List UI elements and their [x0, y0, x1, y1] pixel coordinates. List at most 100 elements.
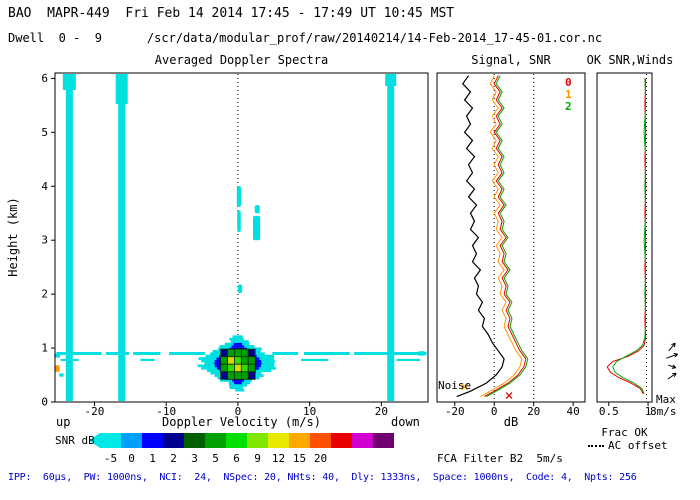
- echo-core-cell: [234, 356, 242, 365]
- spectra-blob-row: [232, 335, 243, 339]
- doppler-velocity-axis-label: Doppler Velocity (m/s): [162, 415, 321, 429]
- spectra-plot-title: Averaged Doppler Spectra: [154, 53, 329, 67]
- y-tick-label: 3: [41, 234, 48, 247]
- echo-core-cell: [227, 356, 235, 365]
- x-tick-label: 20: [375, 405, 388, 418]
- colorbar-label: SNR dB: [55, 434, 95, 447]
- colorbar-segment: [352, 433, 373, 448]
- noise-annotation: Noise: [438, 379, 472, 392]
- interference-band-cap: [62, 74, 76, 90]
- colorbar-segment: [163, 433, 184, 448]
- clutter-segment: [396, 358, 421, 362]
- echo-core-cell: [240, 371, 249, 380]
- colorbar-tick-label: 20: [314, 452, 327, 465]
- x-tick-label: 0: [235, 405, 242, 418]
- upper-echo: [237, 210, 241, 233]
- edge-echo: [418, 351, 425, 356]
- colorbar-segment: [100, 433, 121, 448]
- x-tick-label: 1: [645, 405, 652, 418]
- colorbar-tick-label: 2: [170, 452, 177, 465]
- header-title: BAO MAPR-449 Fri Feb 14 2014 17:45 - 17:…: [8, 6, 455, 21]
- clutter-segment: [133, 351, 161, 355]
- legend-receiver-1: 1: [565, 88, 572, 101]
- colorbar-tick-label: 5: [212, 452, 219, 465]
- echo-core-cell: [247, 371, 256, 380]
- acquisition-parameters: IPP: 60µs, PW: 1000ns, NCI: 24, NSpec: 2…: [8, 472, 637, 483]
- legend-receiver-0: 0: [565, 76, 572, 89]
- spectra-blob-row: [229, 386, 243, 390]
- echo-core-cell: [234, 371, 242, 380]
- colorbar-segment: [121, 433, 142, 448]
- ok-winds-plot-title: OK SNR,Winds: [586, 53, 674, 67]
- colorbar-segment: [310, 433, 331, 448]
- y-tick-label: 5: [41, 126, 48, 139]
- wind-max-value: 8m/s: [650, 405, 677, 418]
- legend-receiver-2: 2: [565, 100, 572, 113]
- colorbar-segment: [268, 433, 289, 448]
- plot-border: [54, 72, 429, 403]
- snr-curve: [486, 75, 529, 398]
- echo-core-cell: [234, 348, 242, 358]
- wind-barb: [667, 372, 677, 380]
- echo-core-cell: [240, 356, 249, 365]
- colorbar-segment: [226, 433, 247, 448]
- wind-max-label: Max: [656, 393, 676, 406]
- dotted-line-sample: [588, 445, 604, 447]
- edge-echo: [54, 353, 61, 358]
- echo-core-cell: [234, 363, 242, 373]
- clutter-segment: [60, 358, 79, 362]
- spectra-blob-row: [232, 379, 244, 382]
- down-direction-label: down: [391, 415, 420, 429]
- spectra-blob-row: [231, 345, 245, 348]
- colorbar-segment: [184, 433, 205, 448]
- clutter-segment: [140, 358, 155, 362]
- fca-filter-label: FCA Filter B2 5m/s: [437, 452, 563, 465]
- y-tick-label: 6: [41, 72, 48, 85]
- upper-echo: [254, 205, 260, 214]
- colorbar-segment: [247, 433, 268, 448]
- clutter-segment: [272, 351, 299, 355]
- ac-offset-label: AC offset: [608, 439, 668, 452]
- frac-ok-axis-label: Frac OK: [601, 426, 648, 439]
- interference-band-cap: [115, 74, 128, 104]
- echo-core-cell: [240, 348, 249, 358]
- snr-curve: [480, 75, 523, 398]
- height-axis-label: Height (km): [6, 197, 20, 277]
- interference-band-cap: [385, 74, 397, 86]
- ok-winds-panel: 0.5 1: [596, 72, 679, 418]
- y-tick-label: 1: [41, 342, 48, 355]
- upper-echo: [236, 186, 242, 207]
- y-tick-label: 4: [41, 180, 48, 193]
- clutter-segment: [301, 358, 329, 362]
- plot-border: [596, 72, 653, 403]
- frac-ok-curve: [612, 78, 647, 395]
- snr-curve: [484, 75, 527, 398]
- x-tick-label: 20: [527, 405, 540, 418]
- echo-core-cell: [220, 356, 228, 365]
- spectra-panel: 0 1 2 3 4 5 6 -20 -10 0 10 20: [41, 72, 429, 418]
- x-tick-label: -20: [85, 405, 105, 418]
- file-path: /scr/data/modular_prof/raw/20140214/14-F…: [146, 31, 603, 45]
- colorbar-tick-label: 9: [254, 452, 261, 465]
- x-tick-label: 0.5: [599, 405, 619, 418]
- spectra-blob-row: [235, 388, 245, 392]
- spectra-blob-row: [233, 342, 243, 346]
- colorbar-tick-label: 15: [293, 452, 306, 465]
- echo-core-cell: [247, 348, 256, 358]
- echo-core-cell: [220, 348, 228, 358]
- interference-band: [65, 74, 73, 401]
- colorbar-tick-label: 6: [233, 452, 240, 465]
- spectra-blob-row: [234, 381, 242, 385]
- noise-x-marker: [505, 392, 513, 399]
- x-tick-label: 0: [491, 405, 498, 418]
- x-tick-label: -10: [156, 405, 176, 418]
- y-tick-label: 2: [41, 288, 48, 301]
- x-tick-label: 10: [303, 405, 316, 418]
- spectra-blob-row: [230, 340, 249, 343]
- noise-x-marker: [461, 383, 469, 391]
- echo-core-cell: [240, 363, 249, 373]
- colorbar-tick-label: 0: [128, 452, 135, 465]
- colorbar-segment: [205, 433, 226, 448]
